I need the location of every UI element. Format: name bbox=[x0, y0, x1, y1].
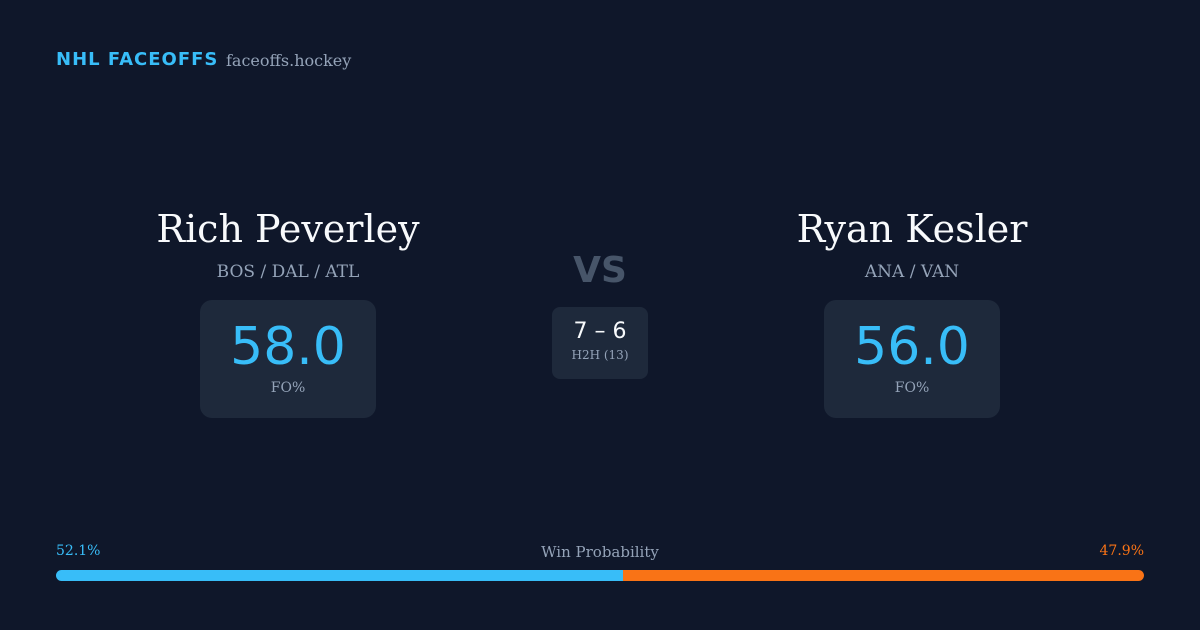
fo-label: FO% bbox=[270, 380, 306, 396]
stat-box: 56.0 FO% bbox=[824, 300, 1000, 418]
win-prob-right-bar bbox=[622, 570, 1144, 581]
fo-pct: 58.0 bbox=[230, 317, 346, 377]
player-card: Ryan Kesler ANA / VAN 56.0 FO% bbox=[692, 200, 1132, 418]
brand: NHL FACEOFFS bbox=[56, 49, 219, 70]
vs-label: VS bbox=[573, 250, 627, 291]
fo-label: FO% bbox=[894, 380, 930, 396]
win-prob-left-bar bbox=[56, 570, 623, 581]
h2h-label: H2H (13) bbox=[571, 348, 629, 362]
fo-pct: 56.0 bbox=[854, 317, 970, 377]
win-prob-bar bbox=[56, 570, 1144, 581]
player-teams: ANA / VAN bbox=[864, 262, 960, 282]
win-prob-right: 47.9% bbox=[1099, 543, 1144, 559]
h2h-score: 7 – 6 bbox=[573, 319, 627, 344]
h2h-box: 7 – 6 H2H (13) bbox=[552, 307, 648, 379]
stat-box: 58.0 FO% bbox=[200, 300, 376, 418]
player-name: Rich Peverley bbox=[156, 207, 420, 251]
win-prob-left: 52.1% bbox=[56, 543, 101, 559]
player-card: Rich Peverley BOS / DAL / ATL 58.0 FO% bbox=[68, 200, 508, 418]
site-url: faceoffs.hockey bbox=[226, 51, 352, 70]
win-prob-title: Win Probability bbox=[541, 543, 659, 561]
player-name: Ryan Kesler bbox=[796, 207, 1028, 251]
player-teams: BOS / DAL / ATL bbox=[216, 262, 360, 282]
